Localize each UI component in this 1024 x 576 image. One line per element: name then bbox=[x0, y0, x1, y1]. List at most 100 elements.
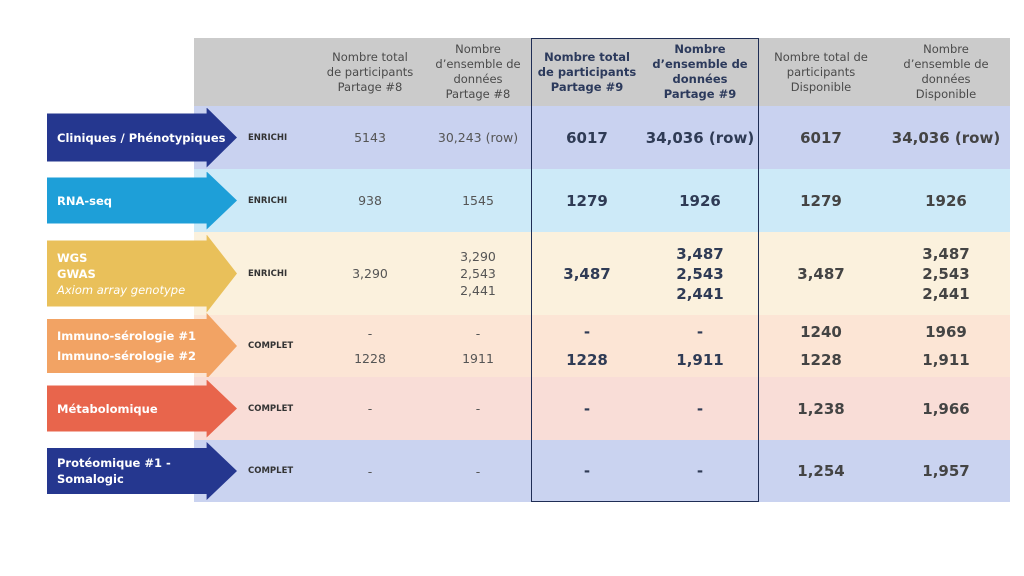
category-arrow: Métabolomique bbox=[47, 379, 237, 438]
cell-value: - bbox=[696, 323, 704, 341]
cell-value: 6017 bbox=[566, 128, 608, 147]
cell-value: 6017 bbox=[800, 128, 842, 147]
category-label: RNA-seq bbox=[57, 193, 113, 208]
table-cell-p8-total: 938 bbox=[314, 169, 426, 232]
cell-value: - bbox=[583, 323, 591, 341]
table-cell-d-total: 1,254 bbox=[765, 440, 877, 502]
table-cell-p8-sets: 30,243 (row) bbox=[422, 106, 534, 169]
cell-value: 1911 bbox=[462, 351, 494, 366]
table-cell-d-sets: 1926 bbox=[890, 169, 1002, 232]
table-cell-p9-sets: 1926 bbox=[644, 169, 756, 232]
cell-value: 938 bbox=[358, 193, 382, 208]
table-cell-d-sets: 1969 1,911 bbox=[890, 315, 1002, 377]
cell-value: 1228 bbox=[800, 351, 842, 369]
column-header-6: Nombre d’ensemble de données Disponible bbox=[903, 42, 989, 101]
cell-value: 1,911 bbox=[922, 351, 970, 369]
cell-value: 5143 bbox=[354, 130, 386, 145]
cell-value: 3,487 bbox=[563, 264, 611, 283]
cell-value: - bbox=[696, 399, 704, 418]
cell-value: 3,487 bbox=[797, 264, 845, 283]
cell-value: 1,911 bbox=[676, 351, 724, 369]
table-cell-d-total: 1279 bbox=[765, 169, 877, 232]
cell-value: 3,290 bbox=[460, 249, 496, 264]
cell-value: - bbox=[367, 401, 373, 416]
cell-value: 1,966 bbox=[922, 399, 970, 418]
header-background bbox=[194, 38, 1010, 106]
status-badge: COMPLET bbox=[248, 341, 294, 351]
table-cell-p9-total: 1279 bbox=[531, 169, 643, 232]
cell-value: - bbox=[583, 462, 591, 480]
status-badge: ENRICHI bbox=[248, 195, 288, 206]
table-cell-p9-total: - 1228 bbox=[531, 315, 643, 377]
cell-value: 1,254 bbox=[797, 462, 845, 480]
column-header-5: Nombre total de participants Disponible bbox=[774, 49, 868, 94]
table-cell-p9-sets: - 1,911 bbox=[644, 315, 756, 377]
category-label: Immuno-sérologie #2 bbox=[57, 349, 196, 363]
cell-value: - bbox=[583, 399, 591, 418]
cell-value: 2,543 bbox=[922, 264, 970, 283]
table-row-background bbox=[194, 377, 1010, 440]
table-cell-p9-sets: - bbox=[644, 440, 756, 502]
table-cell-d-total: 1,238 bbox=[765, 377, 877, 440]
category-arrow: RNA-seq bbox=[47, 171, 237, 230]
column-header-3: Nombre total de participants Partage #9 bbox=[537, 49, 637, 94]
table-cell-d-total: 3,487 bbox=[765, 232, 877, 315]
table-row-background bbox=[194, 315, 1010, 377]
table-cell-p8-sets: - bbox=[422, 440, 534, 502]
cell-value: 1240 bbox=[800, 323, 842, 341]
cell-value: 1969 bbox=[925, 323, 967, 341]
table-cell-p8-sets: - bbox=[422, 377, 534, 440]
table-cell-p8-sets: 3,290 2,543 2,441 bbox=[422, 232, 534, 315]
cell-value: 2,441 bbox=[676, 284, 724, 303]
category-label: Métabolomique bbox=[57, 401, 158, 416]
table-cell-d-total: 1240 1228 bbox=[765, 315, 877, 377]
cell-value: 2,543 bbox=[676, 264, 724, 283]
cell-value: 2,441 bbox=[922, 284, 970, 303]
cell-value: 3,487 bbox=[922, 244, 970, 263]
cell-value: - bbox=[367, 326, 373, 341]
cell-value: 34,036 (row) bbox=[891, 128, 1001, 147]
table-cell-d-sets: 1,966 bbox=[890, 377, 1002, 440]
category-label: WGS bbox=[57, 250, 88, 265]
cell-value: 2,441 bbox=[460, 283, 496, 298]
category-label: Cliniques / Phénotypiques bbox=[57, 130, 226, 145]
table-cell-p8-sets: - 1911 bbox=[422, 315, 534, 377]
table-cell-p9-total: 3,487 bbox=[531, 232, 643, 315]
table-cell-p8-total: - bbox=[314, 377, 426, 440]
cell-value: 1545 bbox=[462, 193, 494, 208]
cell-value: 2,543 bbox=[460, 266, 496, 281]
table-cell-p8-total: 5143 bbox=[314, 106, 426, 169]
table-cell-d-sets: 1,957 bbox=[890, 440, 1002, 502]
category-arrow: Cliniques / Phénotypiques bbox=[47, 107, 237, 168]
cell-value: 1,957 bbox=[922, 462, 970, 480]
table-row-background bbox=[194, 232, 1010, 315]
category-label: GWAS bbox=[57, 266, 96, 281]
cell-value: 1228 bbox=[566, 351, 608, 369]
column-header-2: Nombre d’ensemble de données Partage #8 bbox=[435, 42, 521, 101]
cell-value: 34,036 (row) bbox=[645, 128, 755, 147]
column-header-1: Nombre total de participants Partage #8 bbox=[326, 49, 414, 94]
table-row-background bbox=[194, 440, 1010, 502]
cell-value: - bbox=[475, 463, 481, 479]
table-cell-p8-total: - 1228 bbox=[314, 315, 426, 377]
table-row-background bbox=[194, 169, 1010, 232]
cell-value: 1926 bbox=[925, 191, 967, 210]
cell-value: 3,290 bbox=[352, 266, 388, 281]
cell-value: 1228 bbox=[354, 351, 386, 366]
category-label: Immuno-sérologie #1 bbox=[57, 329, 196, 343]
category-arrow: Protéomique #1 - Somalogic bbox=[47, 442, 237, 500]
table-row-background bbox=[194, 106, 1010, 169]
cell-value: - bbox=[367, 463, 373, 479]
status-badge: COMPLET bbox=[248, 466, 294, 476]
table-cell-p9-sets: - bbox=[644, 377, 756, 440]
status-badge: COMPLET bbox=[248, 403, 294, 414]
status-badge: ENRICHI bbox=[248, 132, 288, 143]
cell-value: 30,243 (row) bbox=[437, 130, 519, 145]
cell-value: - bbox=[475, 401, 481, 416]
table-cell-d-total: 6017 bbox=[765, 106, 877, 169]
cell-value: 1279 bbox=[800, 191, 842, 210]
status-badge: ENRICHI bbox=[248, 268, 288, 279]
table-cell-p9-total: - bbox=[531, 377, 643, 440]
cell-value: 1926 bbox=[679, 191, 721, 210]
category-arrow: Immuno-sérologie #1 Immuno-sérologie #2 bbox=[47, 313, 237, 379]
